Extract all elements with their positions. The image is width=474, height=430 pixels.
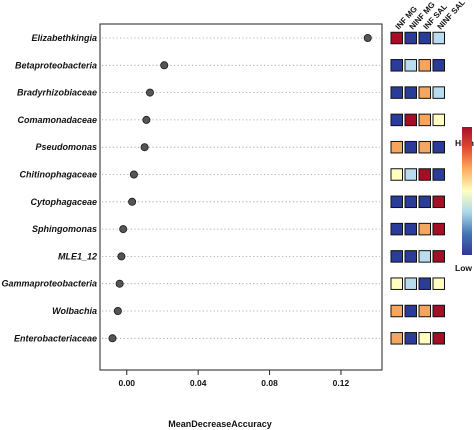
heatmap-cell xyxy=(418,222,431,236)
x-axis-label: MeanDecreaseAccuracy xyxy=(168,419,272,429)
data-point xyxy=(117,252,126,261)
heatmap-cell xyxy=(418,59,431,72)
x-tick-label: 0.00 xyxy=(118,378,135,388)
legend-gradient-bar xyxy=(462,127,472,255)
data-point xyxy=(119,225,128,234)
heatmap-cell xyxy=(432,250,445,263)
category-label: Elizabethkingia xyxy=(31,33,97,43)
category-label: Betaproteobacteria xyxy=(15,60,97,70)
data-point xyxy=(129,170,138,179)
heatmap-cell xyxy=(418,195,431,209)
heatmap-cell xyxy=(432,59,445,72)
heatmap-cell xyxy=(432,140,445,154)
x-tick-label: 0.04 xyxy=(190,378,207,388)
heatmap-cell xyxy=(418,113,431,127)
category-label: Enterobacteriaceae xyxy=(14,333,97,343)
data-point xyxy=(145,88,154,97)
plot-panel xyxy=(99,23,383,371)
data-point xyxy=(128,197,137,206)
heatmap-cell xyxy=(432,31,445,45)
heatmap-cell xyxy=(390,168,403,181)
heatmap-cell xyxy=(418,250,431,263)
x-tick-label: 0.08 xyxy=(261,378,278,388)
category-label: Chitinophagaceae xyxy=(19,170,97,180)
heatmap-cell xyxy=(418,332,431,345)
heatmap-cell xyxy=(432,113,445,127)
heatmap-cell xyxy=(432,304,445,318)
heatmap xyxy=(390,31,445,345)
heatmap-cell xyxy=(390,31,403,45)
heatmap-cell xyxy=(390,250,403,263)
heatmap-cell xyxy=(432,277,445,290)
category-label: Pseudomonas xyxy=(35,142,97,152)
heatmap-cell xyxy=(404,86,417,99)
data-point xyxy=(160,61,169,70)
heatmap-cell xyxy=(390,86,403,99)
heatmap-cell xyxy=(390,304,403,318)
data-point xyxy=(140,143,149,152)
heatmap-cell xyxy=(418,31,431,45)
data-points xyxy=(108,34,372,343)
heatmap-cell xyxy=(418,140,431,154)
data-point xyxy=(363,34,372,43)
heatmap-cell xyxy=(404,140,417,154)
heatmap-cell xyxy=(404,31,417,45)
category-label: Gammaproteobacteria xyxy=(1,279,97,289)
heatmap-cell xyxy=(418,277,431,290)
legend-low-label: Low xyxy=(455,263,472,273)
heatmap-cell xyxy=(390,195,403,209)
data-point xyxy=(115,279,124,288)
heatmap-cell xyxy=(404,195,417,209)
heatmap-cell xyxy=(404,277,417,290)
heatmap-cell xyxy=(390,59,403,72)
category-label: Comamonadaceae xyxy=(17,115,97,125)
x-tick-label: 0.12 xyxy=(333,378,350,388)
data-point xyxy=(113,306,122,315)
heatmap-cell xyxy=(390,222,403,236)
heatmap-cell xyxy=(432,168,445,181)
heatmap-cell xyxy=(390,277,403,290)
category-label: Bradyrhizobiaceae xyxy=(17,88,97,98)
x-axis-ticks: 0.00 0.04 0.08 0.12 xyxy=(118,370,349,388)
category-label: MLE1_12 xyxy=(58,251,97,261)
category-label: Sphingomonas xyxy=(32,224,97,234)
category-label: Cytophagaceae xyxy=(30,197,97,207)
category-labels: Elizabethkingia Betaproteobacteria Bradyrh… xyxy=(1,33,97,343)
heatmap-cell xyxy=(432,195,445,209)
heatmap-cell xyxy=(404,168,417,181)
heatmap-cell xyxy=(404,332,417,345)
data-point xyxy=(108,334,117,343)
heatmap-cell xyxy=(418,86,431,99)
heatmap-cell xyxy=(390,140,403,154)
heatmap-cell xyxy=(404,250,417,263)
heatmap-cell xyxy=(390,113,403,127)
heatmap-cell xyxy=(432,332,445,345)
heatmap-cell xyxy=(390,332,403,345)
heatmap-cell xyxy=(432,86,445,99)
color-legend: High Low xyxy=(455,127,474,273)
heatmap-cell xyxy=(404,222,417,236)
category-label: Wolbachia xyxy=(52,306,97,316)
heatmap-cell xyxy=(404,113,417,127)
data-point xyxy=(142,115,151,124)
heatmap-cell xyxy=(432,222,445,236)
heatmap-cell xyxy=(418,304,431,318)
heatmap-cell xyxy=(418,168,431,181)
heatmap-cell xyxy=(404,304,417,318)
heatmap-cell xyxy=(404,59,417,72)
